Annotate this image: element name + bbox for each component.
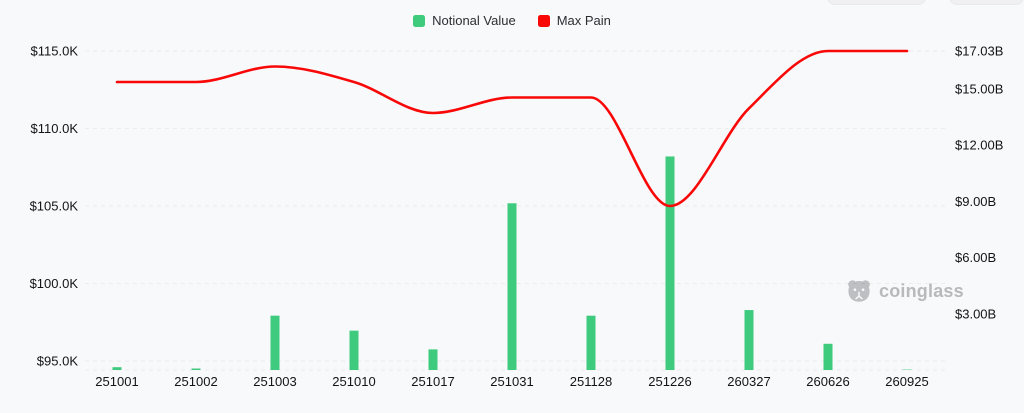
notional-value-bar[interactable] bbox=[349, 330, 359, 370]
x-axis-tick-label: 260925 bbox=[885, 374, 928, 389]
y-axis-right-tick-label: $12.00B bbox=[955, 138, 1003, 153]
x-axis-tick-label: 251002 bbox=[174, 374, 217, 389]
notional-value-bar[interactable] bbox=[902, 369, 912, 370]
notional-value-bar[interactable] bbox=[744, 310, 754, 370]
notional-value-bar[interactable] bbox=[112, 367, 122, 370]
legend-item-notional-value[interactable]: Notional Value bbox=[413, 14, 516, 28]
y-axis-right-tick-label: $15.00B bbox=[955, 82, 1003, 97]
max-pain-swatch-icon bbox=[537, 15, 550, 27]
y-axis-left-tick-label: $115.0K bbox=[31, 44, 79, 59]
notional-value-bar[interactable] bbox=[665, 156, 675, 370]
x-axis-tick-label: 251031 bbox=[490, 374, 533, 389]
notional-value-bar[interactable] bbox=[191, 368, 201, 370]
x-axis-tick-label: 251226 bbox=[648, 374, 691, 389]
x-axis-tick-label: 251010 bbox=[332, 374, 375, 389]
y-axis-left-tick-label: $95.0K bbox=[37, 354, 79, 369]
notional-value-swatch-icon bbox=[413, 15, 426, 27]
chart-legend: Notional Value Max Pain bbox=[0, 13, 1024, 29]
notional-value-bar[interactable] bbox=[270, 315, 280, 370]
y-axis-right-tick-label: $3.00B bbox=[955, 306, 996, 321]
notional-value-bar[interactable] bbox=[507, 203, 517, 370]
watermark-text: coinglass bbox=[879, 281, 964, 301]
y-axis-left-tick-label: $100.0K bbox=[30, 276, 79, 291]
notional-value-bar[interactable] bbox=[586, 315, 596, 370]
coinglass-watermark: coinglass bbox=[845, 278, 964, 304]
legend-label: Max Pain bbox=[556, 13, 611, 28]
legend-label: Notional Value bbox=[432, 13, 516, 28]
x-axis-tick-label: 251017 bbox=[411, 374, 454, 389]
y-axis-left-tick-label: $110.0K bbox=[31, 121, 79, 136]
y-axis-left-tick-label: $105.0K bbox=[30, 199, 79, 214]
notional-value-bar[interactable] bbox=[428, 349, 438, 370]
max-pain-line[interactable] bbox=[115, 49, 909, 208]
x-axis-tick-label: 260626 bbox=[806, 374, 849, 389]
x-axis-tick-label: 251003 bbox=[253, 374, 296, 389]
y-axis-right-tick-label: $9.00B bbox=[955, 194, 996, 209]
notional-value-bar[interactable] bbox=[823, 343, 833, 370]
x-axis-tick-label: 251128 bbox=[570, 374, 612, 389]
x-axis-tick-label: 251001 bbox=[95, 374, 138, 389]
y-axis-right-tick-label: $6.00B bbox=[955, 250, 996, 265]
legend-item-max-pain[interactable]: Max Pain bbox=[537, 13, 611, 28]
x-axis-tick-label: 260327 bbox=[727, 374, 770, 389]
coinglass-bear-logo-icon bbox=[848, 280, 870, 302]
y-axis-right-tick-label: $17.03B bbox=[955, 44, 1003, 59]
